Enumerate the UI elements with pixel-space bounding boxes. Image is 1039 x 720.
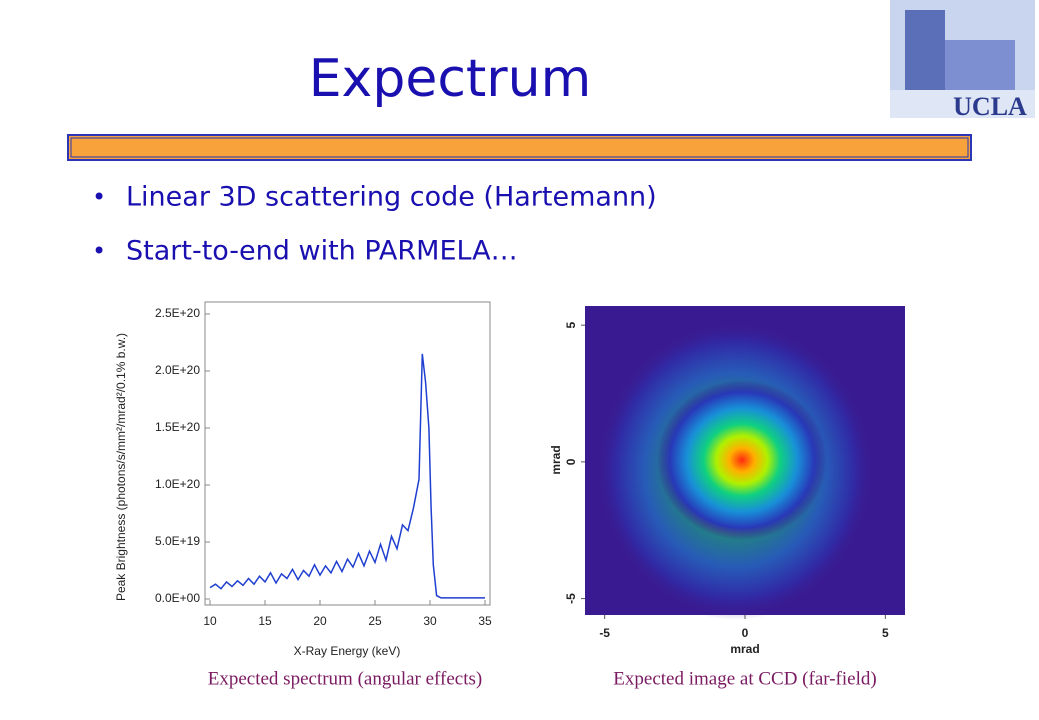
x-tick-label: -5 <box>599 626 610 640</box>
y-tick-label: 0.0E+00 <box>155 591 200 605</box>
bullet-text: Start-to-end with PARMELA… <box>126 236 518 267</box>
image-spot <box>657 380 827 540</box>
x-axis-label: X-Ray Energy (keV) <box>294 644 401 658</box>
y-tick-label: 5.0E+19 <box>155 534 200 548</box>
spectrum-line <box>209 353 485 599</box>
slide-title: Expectrum <box>309 49 592 109</box>
x-tick-label: 0 <box>742 626 749 640</box>
x-tick-label: 35 <box>478 614 492 628</box>
logo: UCLA <box>890 0 1035 121</box>
bullet-text: Linear 3D scattering code (Hartemann) <box>126 182 657 213</box>
caption: Expected spectrum (angular effects) <box>208 668 483 689</box>
x-tick-label: 15 <box>258 614 272 628</box>
y-tick-label: 5 <box>564 321 578 328</box>
bullet: • <box>92 237 106 265</box>
logo-text: UCLA <box>953 92 1027 121</box>
bullet: • <box>92 183 106 211</box>
x-tick-label: 5 <box>882 626 889 640</box>
y-tick-label: 2.0E+20 <box>155 363 200 377</box>
title-bar-inner <box>70 137 969 158</box>
plot-frame <box>204 301 491 606</box>
x-tick-label: 10 <box>203 614 217 628</box>
y-tick-label: -5 <box>564 593 578 604</box>
y-tick-label: 2.5E+20 <box>155 306 200 320</box>
y-tick-label: 0 <box>564 458 578 465</box>
x-tick-label: 25 <box>368 614 382 628</box>
y-tick-label: 1.5E+20 <box>155 420 200 434</box>
title-bar <box>67 134 972 161</box>
caption: Expected image at CCD (far-field) <box>613 668 876 689</box>
x-axis-label: mrad <box>730 642 759 656</box>
x-tick-label: 30 <box>423 614 437 628</box>
y-tick-label: 1.0E+20 <box>155 477 200 491</box>
y-axis-label: Peak Brightness (photons/s/mm²/mrad²/0.1… <box>114 333 128 601</box>
y-axis-label: mrad <box>549 445 563 474</box>
x-tick-label: 20 <box>313 614 327 628</box>
